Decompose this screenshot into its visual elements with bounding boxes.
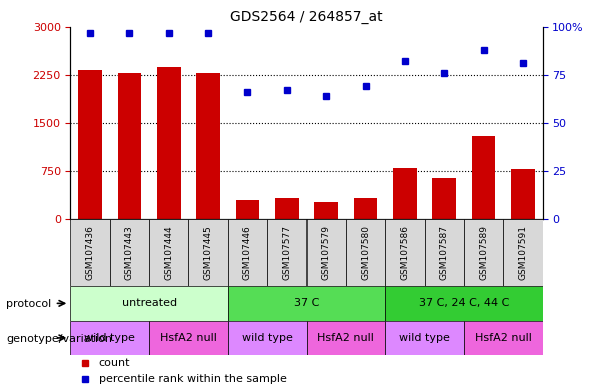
Bar [78, 70, 102, 219]
Bar [189, 219, 228, 286]
Bar [432, 178, 456, 219]
Bar [306, 219, 346, 286]
Bar [306, 321, 385, 355]
Text: wild type: wild type [242, 333, 292, 343]
Text: count: count [99, 358, 131, 368]
Text: GSM107443: GSM107443 [125, 225, 134, 280]
Text: percentile rank within the sample: percentile rank within the sample [99, 374, 287, 384]
Text: GSM107591: GSM107591 [519, 225, 527, 280]
Text: HsfA2 null: HsfA2 null [160, 333, 217, 343]
Bar [267, 219, 306, 286]
Text: 37 C: 37 C [294, 298, 319, 308]
Title: GDS2564 / 264857_at: GDS2564 / 264857_at [230, 10, 383, 25]
Bar [424, 219, 464, 286]
Bar [346, 219, 385, 286]
Text: genotype/variation: genotype/variation [6, 334, 112, 344]
Bar [228, 219, 267, 286]
Bar [385, 321, 464, 355]
Text: 37 C, 24 C, 44 C: 37 C, 24 C, 44 C [419, 298, 509, 308]
Bar [228, 321, 306, 355]
Bar [110, 219, 149, 286]
Bar [149, 219, 189, 286]
Bar [70, 321, 149, 355]
Bar [314, 202, 338, 219]
Bar [275, 199, 299, 219]
Text: GSM107577: GSM107577 [283, 225, 291, 280]
Text: protocol: protocol [6, 299, 51, 309]
Text: wild type: wild type [399, 333, 450, 343]
Text: GSM107445: GSM107445 [204, 225, 213, 280]
Text: HsfA2 null: HsfA2 null [318, 333, 375, 343]
Bar [354, 198, 377, 219]
Text: GSM107444: GSM107444 [164, 225, 173, 280]
Text: GSM107589: GSM107589 [479, 225, 488, 280]
Bar [503, 219, 543, 286]
Text: GSM107586: GSM107586 [400, 225, 409, 280]
Bar [471, 136, 495, 219]
Text: GSM107587: GSM107587 [440, 225, 449, 280]
Bar [228, 286, 385, 321]
Bar [157, 66, 181, 219]
Bar [196, 73, 220, 219]
Bar [235, 200, 259, 219]
Bar [70, 219, 110, 286]
Bar [464, 219, 503, 286]
Bar [385, 286, 543, 321]
Text: wild type: wild type [85, 333, 135, 343]
Bar [118, 73, 141, 219]
Bar [149, 321, 228, 355]
Text: GSM107580: GSM107580 [361, 225, 370, 280]
Bar [393, 168, 417, 219]
Text: GSM107579: GSM107579 [322, 225, 330, 280]
Bar [464, 321, 543, 355]
Text: HsfA2 null: HsfA2 null [474, 333, 531, 343]
Bar [385, 219, 424, 286]
Text: GSM107436: GSM107436 [86, 225, 94, 280]
Bar [70, 286, 228, 321]
Text: GSM107446: GSM107446 [243, 225, 252, 280]
Bar [511, 169, 535, 219]
Text: untreated: untreated [121, 298, 177, 308]
